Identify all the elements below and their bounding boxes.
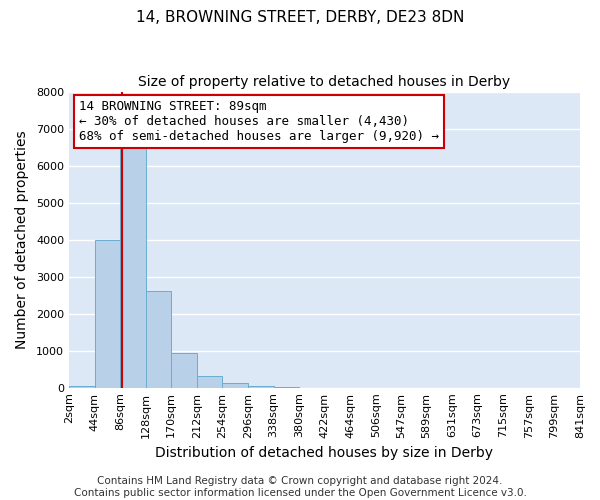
Bar <box>197 376 223 388</box>
Bar <box>146 292 171 388</box>
Bar <box>69 386 95 388</box>
Bar <box>223 383 248 388</box>
Bar <box>248 386 274 388</box>
Text: Contains HM Land Registry data © Crown copyright and database right 2024.
Contai: Contains HM Land Registry data © Crown c… <box>74 476 526 498</box>
Text: 14 BROWNING STREET: 89sqm
← 30% of detached houses are smaller (4,430)
68% of se: 14 BROWNING STREET: 89sqm ← 30% of detac… <box>79 100 439 144</box>
Bar <box>171 352 197 388</box>
Bar <box>95 240 120 388</box>
X-axis label: Distribution of detached houses by size in Derby: Distribution of detached houses by size … <box>155 446 493 460</box>
Text: 14, BROWNING STREET, DERBY, DE23 8DN: 14, BROWNING STREET, DERBY, DE23 8DN <box>136 10 464 25</box>
Title: Size of property relative to detached houses in Derby: Size of property relative to detached ho… <box>139 75 511 89</box>
Bar <box>120 144 146 388</box>
Y-axis label: Number of detached properties: Number of detached properties <box>15 130 29 349</box>
